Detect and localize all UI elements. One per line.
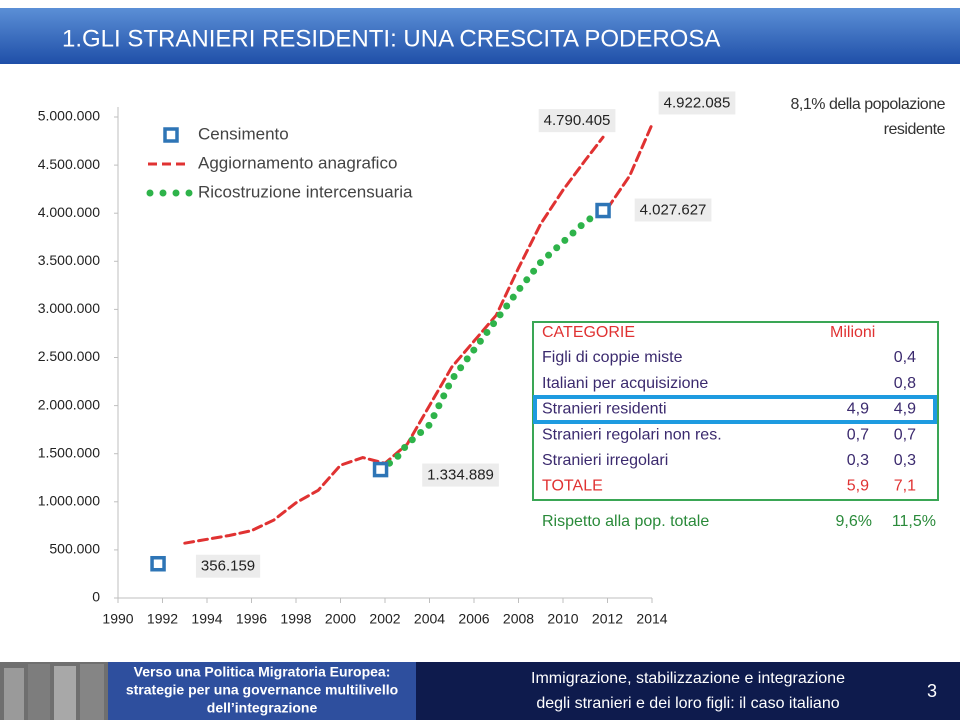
y-tick-label: 2.500.000 (38, 348, 100, 364)
table-cell: 0,3 (847, 452, 869, 469)
value-label: 4.790.405 (544, 112, 611, 129)
x-tick-label: 2008 (503, 611, 534, 627)
value-label: 356.159 (201, 558, 255, 575)
y-tick-label: 500.000 (49, 541, 100, 557)
y-tick-label: 3.000.000 (38, 300, 100, 316)
value-label: 4.027.627 (640, 202, 707, 219)
x-tick-label: 2014 (636, 611, 667, 627)
x-tick-label: 1992 (147, 611, 178, 627)
y-tick-label: 1.500.000 (38, 444, 100, 460)
table-cell: 0,7 (894, 426, 916, 443)
table-cell: 0,8 (894, 375, 916, 392)
banner-line: Verso una Politica Migratoria Europea: (134, 664, 391, 680)
table-cell: 0,7 (847, 426, 869, 443)
y-tick-label: 2.000.000 (38, 396, 100, 412)
table-cell: Figli di coppie miste (542, 349, 683, 366)
x-tick-label: 2010 (547, 611, 578, 627)
annotation: 8,1% della popolazione (791, 96, 946, 113)
x-tick-label: 2002 (369, 611, 400, 627)
y-tick-label: 5.000.000 (38, 108, 100, 124)
table-cell: Milioni (830, 324, 875, 341)
y-tick-label: 4.500.000 (38, 156, 100, 172)
value-label: 1.334.889 (427, 467, 494, 484)
table-cell: Stranieri residenti (542, 401, 667, 418)
census-point (372, 461, 389, 478)
x-tick-label: 2004 (414, 611, 445, 627)
table-cell: 5,9 (847, 478, 869, 495)
table-cell: 0,3 (894, 452, 916, 469)
x-tick-label: 2012 (592, 611, 623, 627)
table-cell: 7,1 (894, 478, 916, 495)
value-label-box (634, 198, 712, 222)
value-label-box (538, 109, 616, 133)
table-cell: 4,9 (894, 401, 916, 418)
photo-strip (0, 662, 108, 720)
y-tick-label: 0 (92, 589, 100, 605)
banner-line: dell’integrazione (207, 700, 318, 716)
table-cell: 4,9 (847, 401, 869, 418)
table-cell: TOTALE (542, 478, 603, 495)
table-cell: 9,6% (836, 513, 872, 530)
x-tick-label: 2000 (325, 611, 356, 627)
table-cell: Stranieri regolari non res. (542, 426, 722, 443)
banner-line: strategie per una governance multilivell… (126, 682, 398, 698)
legend-label: Aggiornamento anagrafico (198, 153, 397, 172)
table-cell: Stranieri irregolari (542, 452, 668, 469)
x-tick-label: 1990 (102, 611, 133, 627)
table-cell: Italiani per acquisizione (542, 375, 708, 392)
title-bar (0, 8, 960, 64)
value-label: 4.922.085 (664, 94, 731, 111)
table-cell: 0,4 (894, 349, 916, 366)
legend-marker (163, 127, 179, 143)
y-tick-label: 4.000.000 (38, 204, 100, 220)
table-cell: CATEGORIE (542, 324, 635, 341)
x-tick-label: 2006 (458, 611, 489, 627)
value-label-box (422, 463, 499, 487)
census-point (150, 555, 166, 572)
slide-title: 1.GLI STRANIERI RESIDENTI: UNA CRESCITA … (62, 25, 720, 52)
table-cell: 11,5% (892, 513, 936, 530)
x-tick-label: 1998 (280, 611, 311, 627)
footer-subtitle: degli stranieri e dei loro figli: il cas… (536, 695, 839, 712)
y-tick-label: 1.000.000 (38, 493, 100, 509)
x-tick-label: 1996 (236, 611, 267, 627)
highlight-frame (533, 395, 937, 424)
value-label-box (658, 91, 736, 115)
y-tick-label: 3.500.000 (38, 252, 100, 268)
page-number: 3 (927, 681, 937, 701)
annotation: residente (884, 121, 946, 138)
legend-label: Censimento (198, 124, 289, 143)
value-label-box (195, 554, 261, 578)
footer-banner (108, 662, 416, 720)
footer-subtitle: Immigrazione, stabilizzazione e integraz… (531, 670, 845, 687)
series-line (377, 207, 607, 474)
table-cell: Rispetto alla pop. totale (542, 513, 709, 530)
legend-label: Ricostruzione intercensuaria (198, 182, 413, 201)
census-point (595, 202, 611, 219)
x-tick-label: 1994 (191, 611, 222, 627)
